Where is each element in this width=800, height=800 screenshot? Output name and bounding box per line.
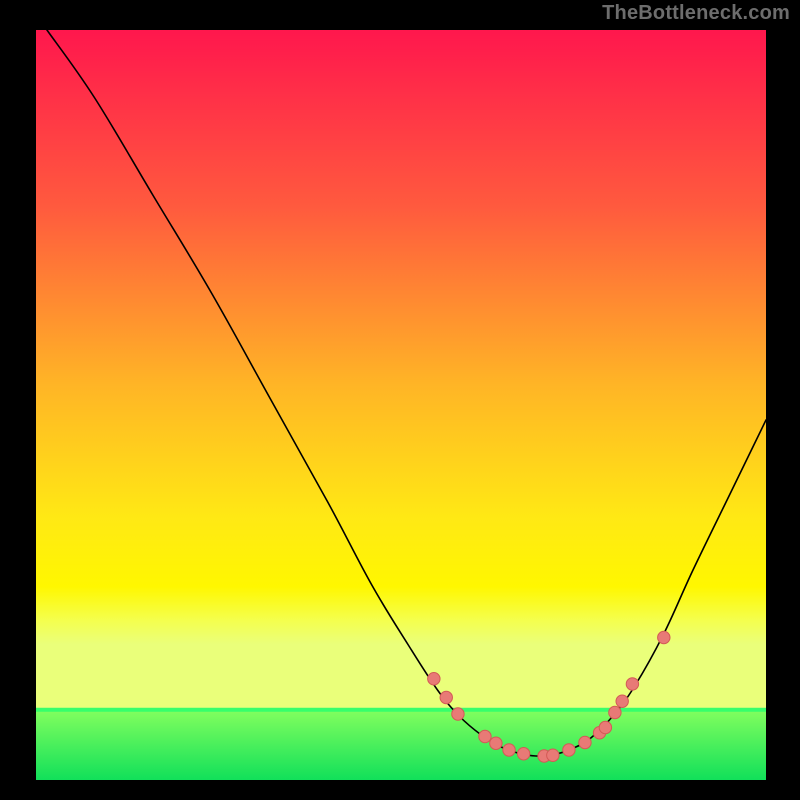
- curve-marker: [609, 706, 621, 718]
- curve-marker: [517, 748, 529, 760]
- chart-green-stripe: [36, 708, 766, 712]
- curve-marker: [599, 721, 611, 733]
- curve-marker: [479, 730, 491, 742]
- curve-marker: [428, 673, 440, 685]
- bottleneck-curve-chart: [0, 0, 800, 800]
- watermark-text: TheBottleneck.com: [602, 2, 790, 25]
- curve-marker: [490, 737, 502, 749]
- curve-marker: [563, 744, 575, 756]
- curve-marker: [658, 631, 670, 643]
- curve-marker: [503, 744, 515, 756]
- curve-marker: [440, 691, 452, 703]
- curve-marker: [579, 736, 591, 748]
- curve-marker: [547, 749, 559, 761]
- chart-background-gradient: [36, 30, 766, 709]
- curve-marker: [616, 695, 628, 707]
- curve-marker: [626, 678, 638, 690]
- curve-marker: [452, 708, 464, 720]
- chart-green-band: [36, 709, 766, 780]
